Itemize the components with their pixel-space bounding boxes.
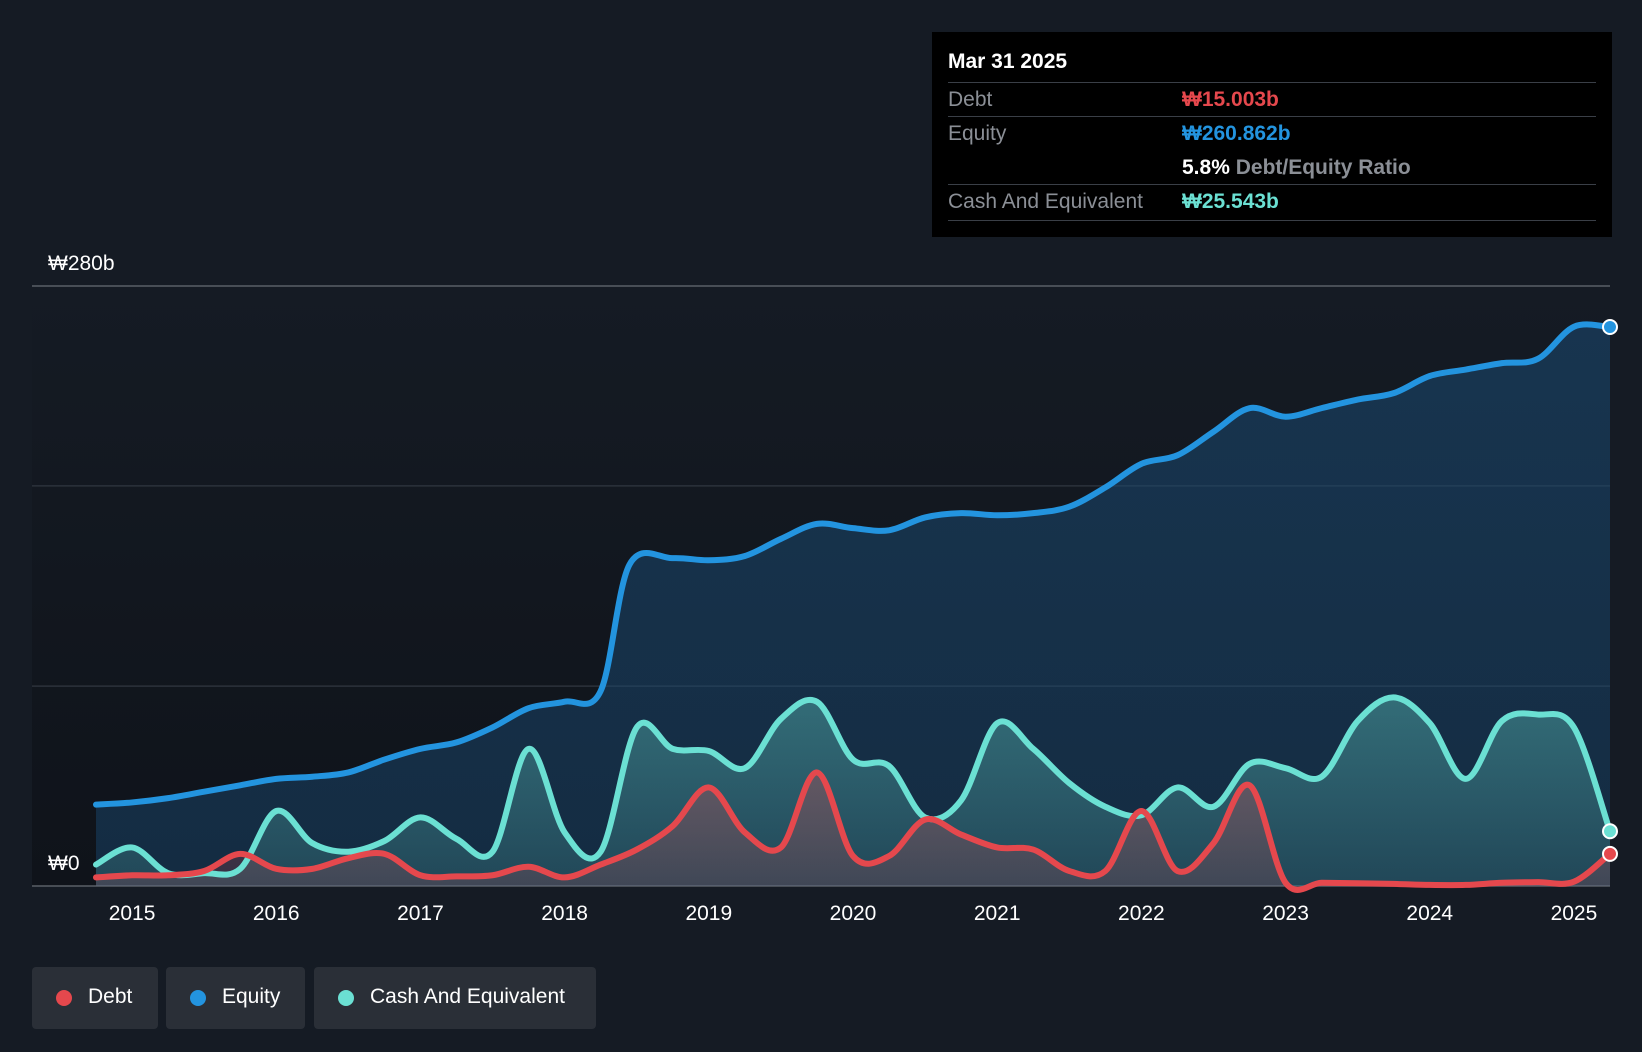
legend-label-cash: Cash And Equivalent <box>370 985 565 1008</box>
end-markers <box>1602 319 1618 862</box>
tooltip-ratio: 5.8% Debt/Equity Ratio <box>1182 156 1411 180</box>
x-tick-label: 2025 <box>1551 902 1598 925</box>
tooltip-equity-label: Equity <box>948 122 1007 145</box>
legend-item-cash[interactable]: Cash And Equivalent <box>314 967 596 1029</box>
series-areas <box>96 324 1610 890</box>
legend-item-equity[interactable]: Equity <box>166 967 305 1029</box>
tooltip-equity-row: Equity ₩260.862b <box>948 116 1596 150</box>
tooltip-divider <box>948 184 1596 185</box>
x-tick-label: 2021 <box>974 902 1021 925</box>
equity-area <box>96 324 1610 886</box>
cash-end-marker <box>1602 823 1618 840</box>
tooltip-divider <box>948 116 1596 117</box>
cash-line <box>93 694 1613 879</box>
x-tick-label: 2022 <box>1118 902 1165 925</box>
tooltip-equity-value: ₩260.862b <box>1182 122 1291 145</box>
equity-line <box>93 321 1613 808</box>
debt-area <box>96 772 1610 890</box>
x-tick-label: 2015 <box>109 902 156 925</box>
x-tick-label: 2017 <box>397 902 444 925</box>
legend-label-equity: Equity <box>222 985 281 1008</box>
tooltip-debt-row: Debt ₩15.003b <box>948 82 1596 116</box>
series-lines <box>93 321 1613 893</box>
tooltip-ratio-label: Debt/Equity Ratio <box>1235 156 1411 179</box>
y-tick-label: ₩280b <box>48 252 115 275</box>
x-tick-label: 2016 <box>253 902 300 925</box>
debt-line <box>93 769 1613 893</box>
x-tick-label: 2023 <box>1262 902 1309 925</box>
tooltip-divider <box>948 220 1596 221</box>
tooltip-panel: Mar 31 2025 Debt ₩15.003b Equity ₩260.86… <box>932 32 1612 237</box>
tooltip-cash-value: ₩25.543b <box>1182 190 1279 213</box>
x-tick-label: 2020 <box>830 902 877 925</box>
tooltip-ratio-row: 5.8% Debt/Equity Ratio <box>948 150 1596 184</box>
y-axis-labels: ₩280b ₩0 <box>48 252 115 875</box>
debt-end-marker <box>1602 845 1618 862</box>
y-tick-label: ₩0 <box>48 852 80 875</box>
tooltip-debt-label: Debt <box>948 88 993 111</box>
tooltip-date: Mar 31 2025 <box>948 50 1068 73</box>
cash-dot-icon <box>338 990 354 1006</box>
x-tick-label: 2024 <box>1406 902 1453 925</box>
tooltip-cash-label: Cash And Equivalent <box>948 190 1143 213</box>
tooltip-cash-row: Cash And Equivalent ₩25.543b <box>948 184 1596 218</box>
tooltip-divider <box>948 82 1596 83</box>
legend-label-debt: Debt <box>88 985 133 1008</box>
equity-dot-icon <box>190 990 206 1006</box>
x-tick-label: 2018 <box>541 902 588 925</box>
x-axis-labels: 2015 2016 2017 2018 2019 2020 2021 2022 2023 2024… <box>109 902 1598 925</box>
equity-end-marker <box>1602 319 1618 336</box>
debt-dot-icon <box>56 990 72 1006</box>
x-tick-label: 2019 <box>685 902 732 925</box>
tooltip-debt-value: ₩15.003b <box>1182 88 1279 111</box>
legend-item-debt[interactable]: Debt <box>32 967 158 1029</box>
tooltip-ratio-value: 5.8% <box>1182 156 1230 179</box>
